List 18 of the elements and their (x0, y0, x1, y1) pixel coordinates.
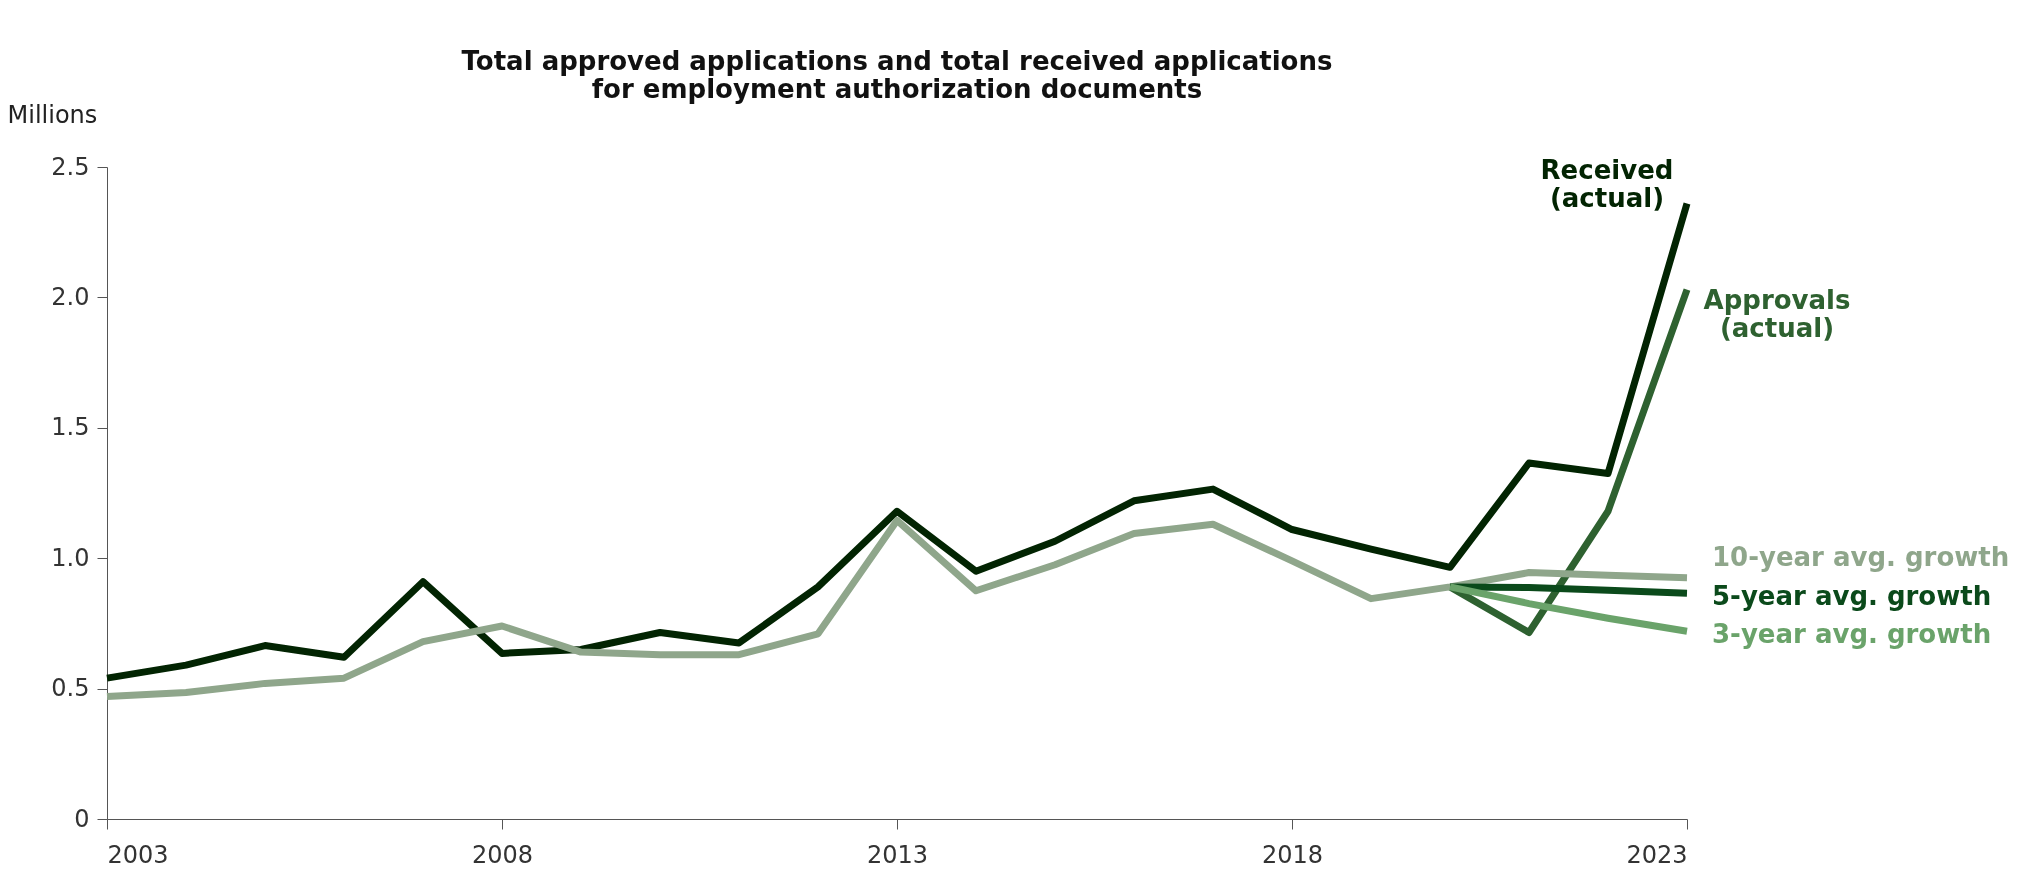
series-label: 5-year avg. growth (1712, 581, 1992, 612)
series-label: 10-year avg. growth (1712, 541, 2010, 572)
series-label: Approvals (actual) (1703, 284, 1851, 343)
y-axis-title: Millions (7, 100, 98, 129)
series-label: 3-year avg. growth (1712, 619, 1992, 650)
y-tick-label: 2.0 (51, 282, 90, 311)
x-tick-label: 2013 (866, 840, 929, 869)
y-tick-label: 2.5 (51, 152, 90, 181)
y-tick-label: 1.0 (51, 543, 90, 572)
y-tick-label: 0.5 (51, 674, 90, 703)
x-tick-label: 2008 (471, 840, 534, 869)
series-label: Received (actual) (1540, 154, 1674, 213)
x-tick-label: 2018 (1261, 840, 1324, 869)
y-tick-label: 1.5 (51, 413, 90, 442)
y-tick-label: 0 (74, 804, 90, 833)
chart-title: Total approved applications and total received applications for employment authorization documents (461, 46, 1333, 104)
x-tick-label: 2003 (107, 840, 169, 869)
x-tick-label: 2023 (1626, 840, 1688, 869)
